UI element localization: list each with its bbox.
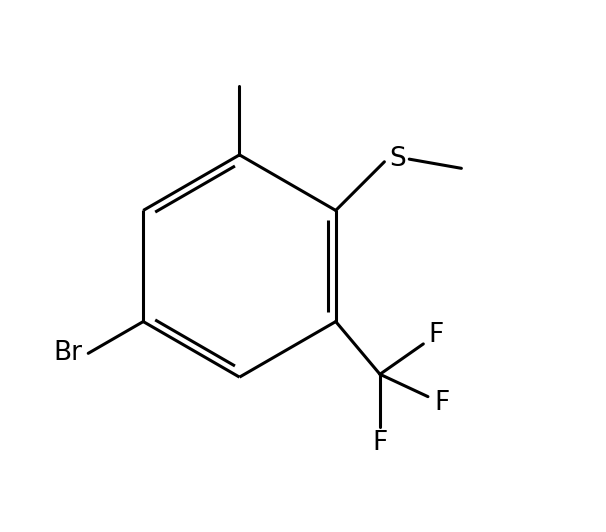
- Text: Br: Br: [54, 340, 82, 367]
- Text: F: F: [428, 322, 444, 348]
- Text: F: F: [435, 390, 450, 417]
- Text: S: S: [389, 146, 406, 172]
- Text: F: F: [372, 430, 388, 456]
